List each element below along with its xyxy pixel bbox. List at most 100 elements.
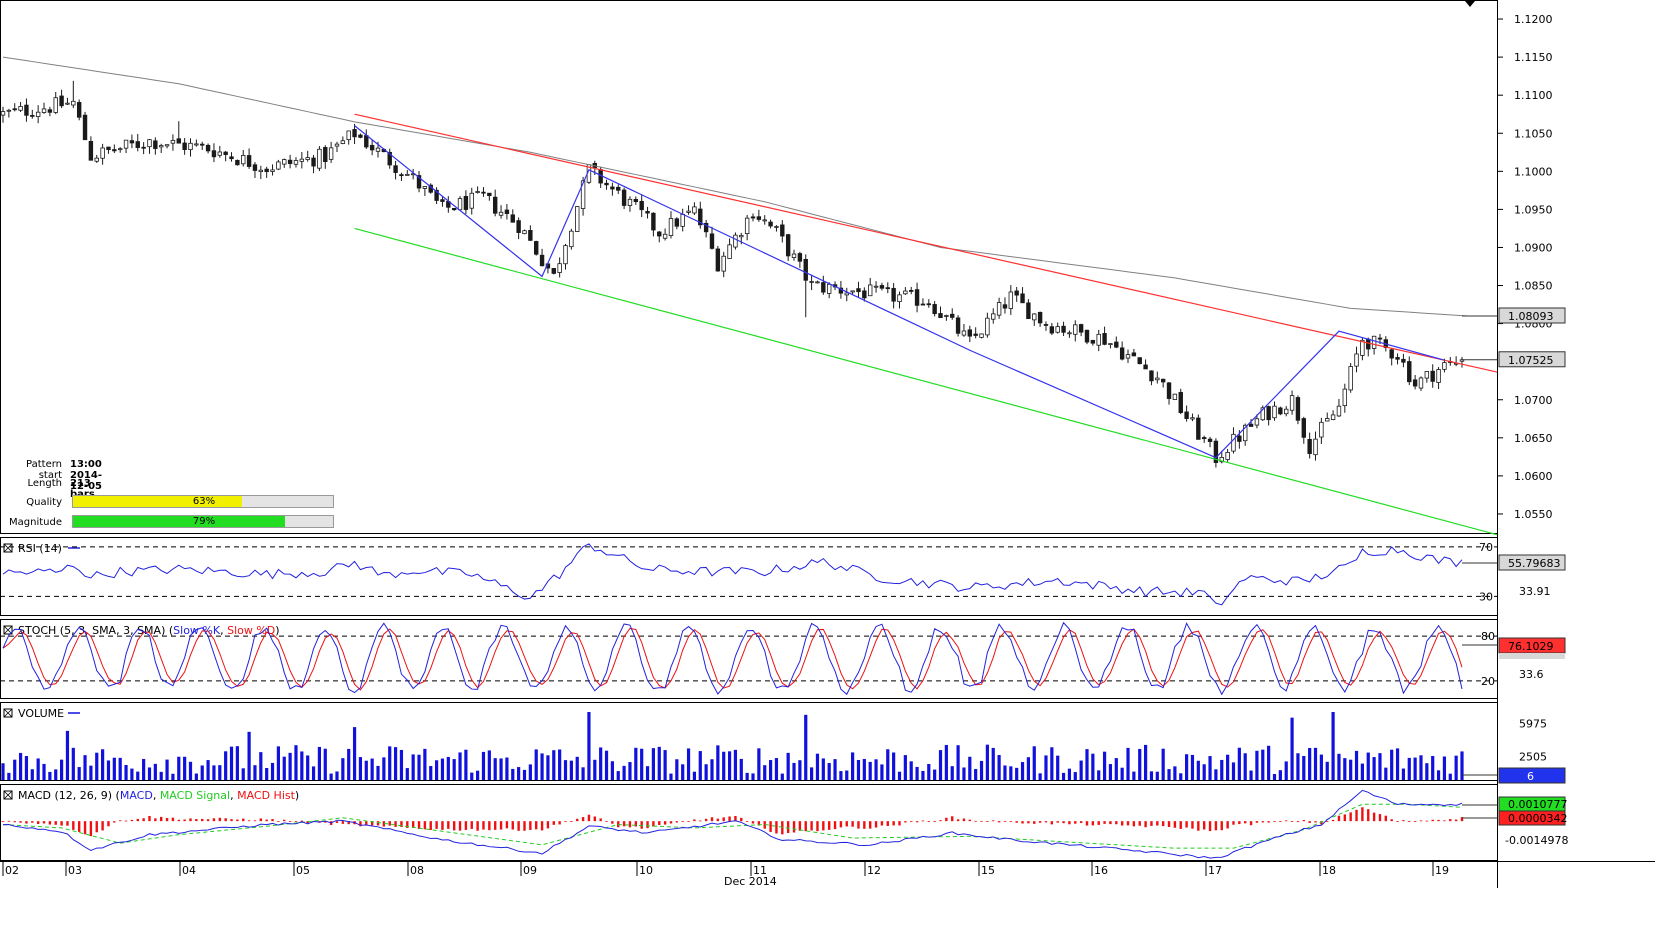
macd-hist-bar <box>751 821 755 824</box>
candle-body <box>1055 326 1060 333</box>
candle-body <box>106 146 111 151</box>
volume-bar <box>229 746 234 780</box>
macd-hist-bar <box>546 821 550 829</box>
macd-hist-bar <box>201 818 204 822</box>
candle-body <box>1266 406 1271 421</box>
volume-bar <box>1231 762 1236 780</box>
candle-body <box>434 189 439 201</box>
volume-bar <box>270 762 275 780</box>
macd-hist-bar <box>1103 821 1106 824</box>
volume-bar <box>1325 761 1329 780</box>
volume-bar <box>880 764 884 780</box>
candle-body <box>24 104 29 116</box>
volume-bar <box>1091 753 1095 780</box>
volume-bar <box>997 755 1001 780</box>
macd-hist-bar <box>19 821 22 823</box>
volume-bar <box>24 756 29 780</box>
volume-bar <box>558 749 562 780</box>
volume-bar <box>1384 767 1388 780</box>
macd-hist-bar <box>1056 821 1059 823</box>
macd-hist-bar <box>1015 821 1018 823</box>
volume-bar <box>1202 764 1206 780</box>
candle-body <box>932 304 937 315</box>
time-tick-label: 18 <box>1322 864 1336 877</box>
candle-body <box>246 155 252 167</box>
macd-hist-bar <box>189 818 192 822</box>
volume-bar <box>575 756 579 780</box>
volume-bar <box>511 768 515 780</box>
macd-hist-bar <box>663 821 667 825</box>
volume-bar <box>1243 753 1247 780</box>
volume-bar <box>1079 760 1083 780</box>
price-tick-label: 1.0650 <box>1514 432 1553 445</box>
macd-hist-bar <box>939 820 942 822</box>
volume-bar <box>71 747 75 780</box>
candle-body <box>668 218 674 236</box>
length-label: Length <box>27 478 63 489</box>
magnitude-value: 79% <box>192 516 216 527</box>
macd-hist-bar <box>476 821 479 831</box>
candle-body <box>1201 437 1207 440</box>
volume-bar <box>65 730 70 780</box>
candle-body <box>1125 354 1131 359</box>
macd-hist-bar <box>716 818 720 822</box>
candle-body <box>996 302 1002 316</box>
magnitude-bar-fill <box>73 516 285 527</box>
volume-bar <box>886 749 890 780</box>
macd-hist-bar <box>447 821 450 829</box>
candle-body <box>176 138 181 144</box>
macd-hist-bar <box>142 818 145 822</box>
volume-bar <box>136 771 140 780</box>
volume-bar <box>897 771 902 780</box>
volume-bar <box>751 773 755 780</box>
volume-bar <box>1003 765 1007 780</box>
candle-body <box>1037 311 1043 324</box>
volume-bar <box>7 772 11 780</box>
macd-hist-bar <box>605 821 608 822</box>
time-tick-label: 03 <box>68 864 82 877</box>
macd-hist-bar <box>945 817 948 822</box>
candle-body <box>1143 364 1148 370</box>
candle-body <box>1119 347 1125 360</box>
candle-body <box>826 283 832 294</box>
candle-body <box>1043 324 1049 326</box>
volume-bar <box>903 755 907 780</box>
volume-bar <box>1026 757 1031 780</box>
volume-bar <box>124 764 128 780</box>
candle-body <box>1342 388 1348 407</box>
macd-hist-bar <box>154 818 157 822</box>
macd-title: MACD (12, 26, 9) (MACD, MACD Signal, MAC… <box>18 789 299 802</box>
macd-hist-bar <box>1372 812 1376 822</box>
candle-body <box>633 198 639 203</box>
macd-current-label: 0.0010777 <box>1508 798 1568 811</box>
price-tick-label: 1.1200 <box>1514 13 1553 26</box>
candle-body <box>780 224 785 237</box>
volume-bar <box>540 753 544 780</box>
macd-hist-bar <box>652 821 655 827</box>
macd-hist-bar <box>230 819 233 822</box>
volume-bar <box>106 760 111 780</box>
candle-body <box>850 290 855 293</box>
rsi-current-label: 55.79683 <box>1508 557 1561 570</box>
macd-close-icon-cross <box>3 790 13 800</box>
macd-hist-bar <box>1267 821 1270 823</box>
volume-bar <box>1425 763 1429 780</box>
volume-bar <box>83 755 87 780</box>
macd-hist-bar <box>1273 821 1276 822</box>
volume-bar <box>1454 755 1458 780</box>
candle-body <box>1172 393 1178 400</box>
candle-body <box>797 253 803 262</box>
volume-bar <box>1267 745 1271 780</box>
candle-body <box>885 287 890 290</box>
volume-bar <box>423 748 427 780</box>
volume-bar <box>382 757 386 780</box>
candle-body <box>961 330 967 336</box>
time-tick-label: 17 <box>1208 864 1222 877</box>
price-tick-label: 1.1050 <box>1514 127 1553 140</box>
candle-body <box>475 191 480 193</box>
macd-hist-bar <box>288 821 292 822</box>
candle-body <box>18 106 23 111</box>
candle-body <box>1225 452 1230 460</box>
macd-hist-bar <box>1144 821 1147 828</box>
scroll-marker-icon <box>1465 1 1475 7</box>
